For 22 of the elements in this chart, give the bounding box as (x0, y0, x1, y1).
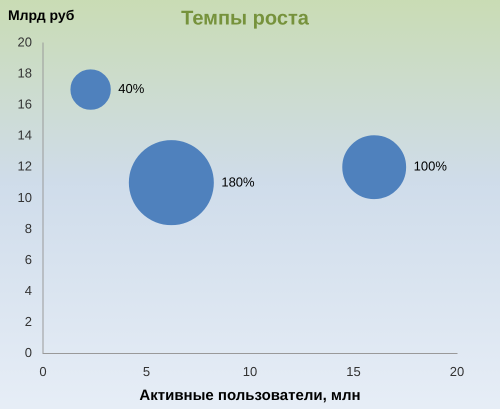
y-tick-label: 0 (24, 344, 32, 360)
y-tick-label: 10 (18, 190, 32, 205)
x-tick-label: 20 (450, 364, 464, 379)
x-tick-label: 5 (142, 364, 150, 379)
y-tick-label: 4 (24, 282, 32, 298)
y-tick-label: 6 (24, 252, 32, 267)
x-axis-title: Активные пользователи, млн (139, 387, 361, 404)
chart-title: Темпы роста (181, 8, 310, 30)
y-tick-label: 20 (18, 34, 32, 50)
x-tick-label: 15 (346, 364, 361, 379)
y-tick-label: 16 (18, 96, 32, 112)
y-tick-label: 18 (18, 66, 32, 81)
y-tick-label: 2 (24, 314, 32, 329)
y-tick-label: 14 (18, 128, 32, 143)
x-tick-label: 10 (242, 364, 258, 379)
y-tick-label: 12 (18, 158, 32, 174)
annotation: 40% (118, 81, 145, 96)
x-tick-label: 0 (39, 364, 47, 379)
annotation: 180% (221, 174, 256, 190)
y-axis-title: Млрд руб (8, 6, 75, 23)
annotation: 100% (414, 158, 448, 174)
y-tick-label: 8 (24, 220, 32, 236)
